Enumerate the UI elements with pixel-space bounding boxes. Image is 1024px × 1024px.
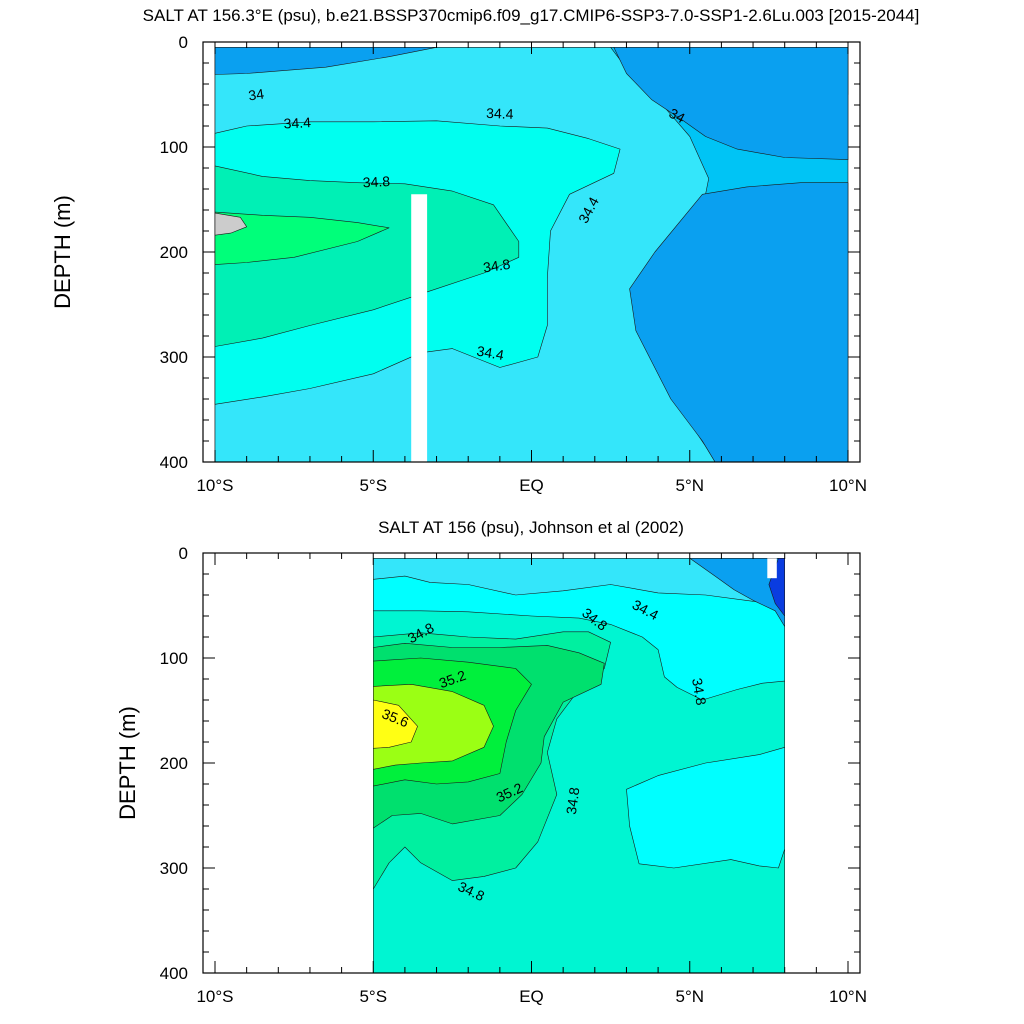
contour-region-8: [372, 699, 418, 749]
contour-region-9: [214, 212, 247, 236]
x-tick-label: EQ: [519, 987, 544, 1006]
contour-label-7: 34.8: [563, 786, 583, 815]
x-tick-label: 10°N: [829, 987, 867, 1006]
y-tick-label: 300: [160, 348, 188, 367]
x-tick-label: 10°S: [196, 476, 233, 495]
contour-region-8: [214, 211, 390, 265]
x-tick-label: 10°S: [196, 987, 233, 1006]
contour-region-5: [629, 182, 849, 463]
contour-label-7: 34.4: [476, 343, 506, 364]
y-tick-label: 0: [179, 544, 188, 563]
panel-observed-contours: [372, 557, 786, 974]
y-tick-label: 200: [160, 243, 188, 262]
contour-label-3: 34.8: [689, 677, 710, 707]
contour-region-4: [613, 46, 849, 160]
contour-region-3: [626, 746, 786, 869]
panel-model-masks: [411, 194, 428, 463]
contour-region-7: [372, 683, 494, 770]
y-tick-label: 0: [179, 33, 188, 52]
contour-label-1: 34.4: [283, 114, 311, 131]
missing-data-mask-0: [411, 194, 428, 463]
y-tick-label: 100: [160, 649, 188, 668]
y-tick-label: 400: [160, 964, 188, 983]
contour-region-10: [768, 557, 786, 617]
x-tick-label: 5°S: [359, 476, 387, 495]
contour-region-7: [214, 165, 520, 347]
contour-label-3: 34: [666, 105, 687, 127]
panel-observed-title: SALT AT 156 (psu), Johnson et al (2002): [378, 518, 684, 537]
panel-model-y-axis-label: DEPTH (m): [50, 195, 75, 309]
panel-model-axes: 0 100 200 300 400 10°S 5°S EQ 5°N 10°N: [160, 33, 867, 495]
panel-model-title: SALT AT 156.3°E (psu), b.e21.BSSP370cmip…: [143, 6, 920, 25]
x-tick-label: 5°N: [675, 476, 704, 495]
missing-data-mask-0: [767, 558, 777, 579]
panel-observed-y-axis-label: DEPTH (m): [115, 706, 140, 820]
panel-model: SALT AT 156.3°E (psu), b.e21.BSSP370cmip…: [50, 6, 919, 495]
x-tick-label: EQ: [519, 476, 544, 495]
contour-label-4: 34.8: [362, 173, 390, 190]
panel-observed: SALT AT 156 (psu), Johnson et al (2002) …: [115, 518, 867, 1006]
contour-label-6: 34.8: [482, 256, 511, 276]
panel-model-contours: [214, 46, 849, 463]
contour-label-0: 34: [247, 85, 265, 103]
x-tick-label: 10°N: [829, 476, 867, 495]
y-tick-label: 400: [160, 453, 188, 472]
y-tick-label: 300: [160, 859, 188, 878]
panel-observed-masks: [767, 558, 777, 579]
x-tick-label: 5°S: [359, 987, 387, 1006]
panel-observed-axes: 0 100 200 300 400 10°S 5°S EQ 5°N 10°N: [160, 544, 867, 1006]
contour-label-2: 34.4: [486, 105, 514, 122]
y-tick-label: 200: [160, 754, 188, 773]
x-tick-label: 5°N: [675, 987, 704, 1006]
y-tick-label: 100: [160, 138, 188, 157]
